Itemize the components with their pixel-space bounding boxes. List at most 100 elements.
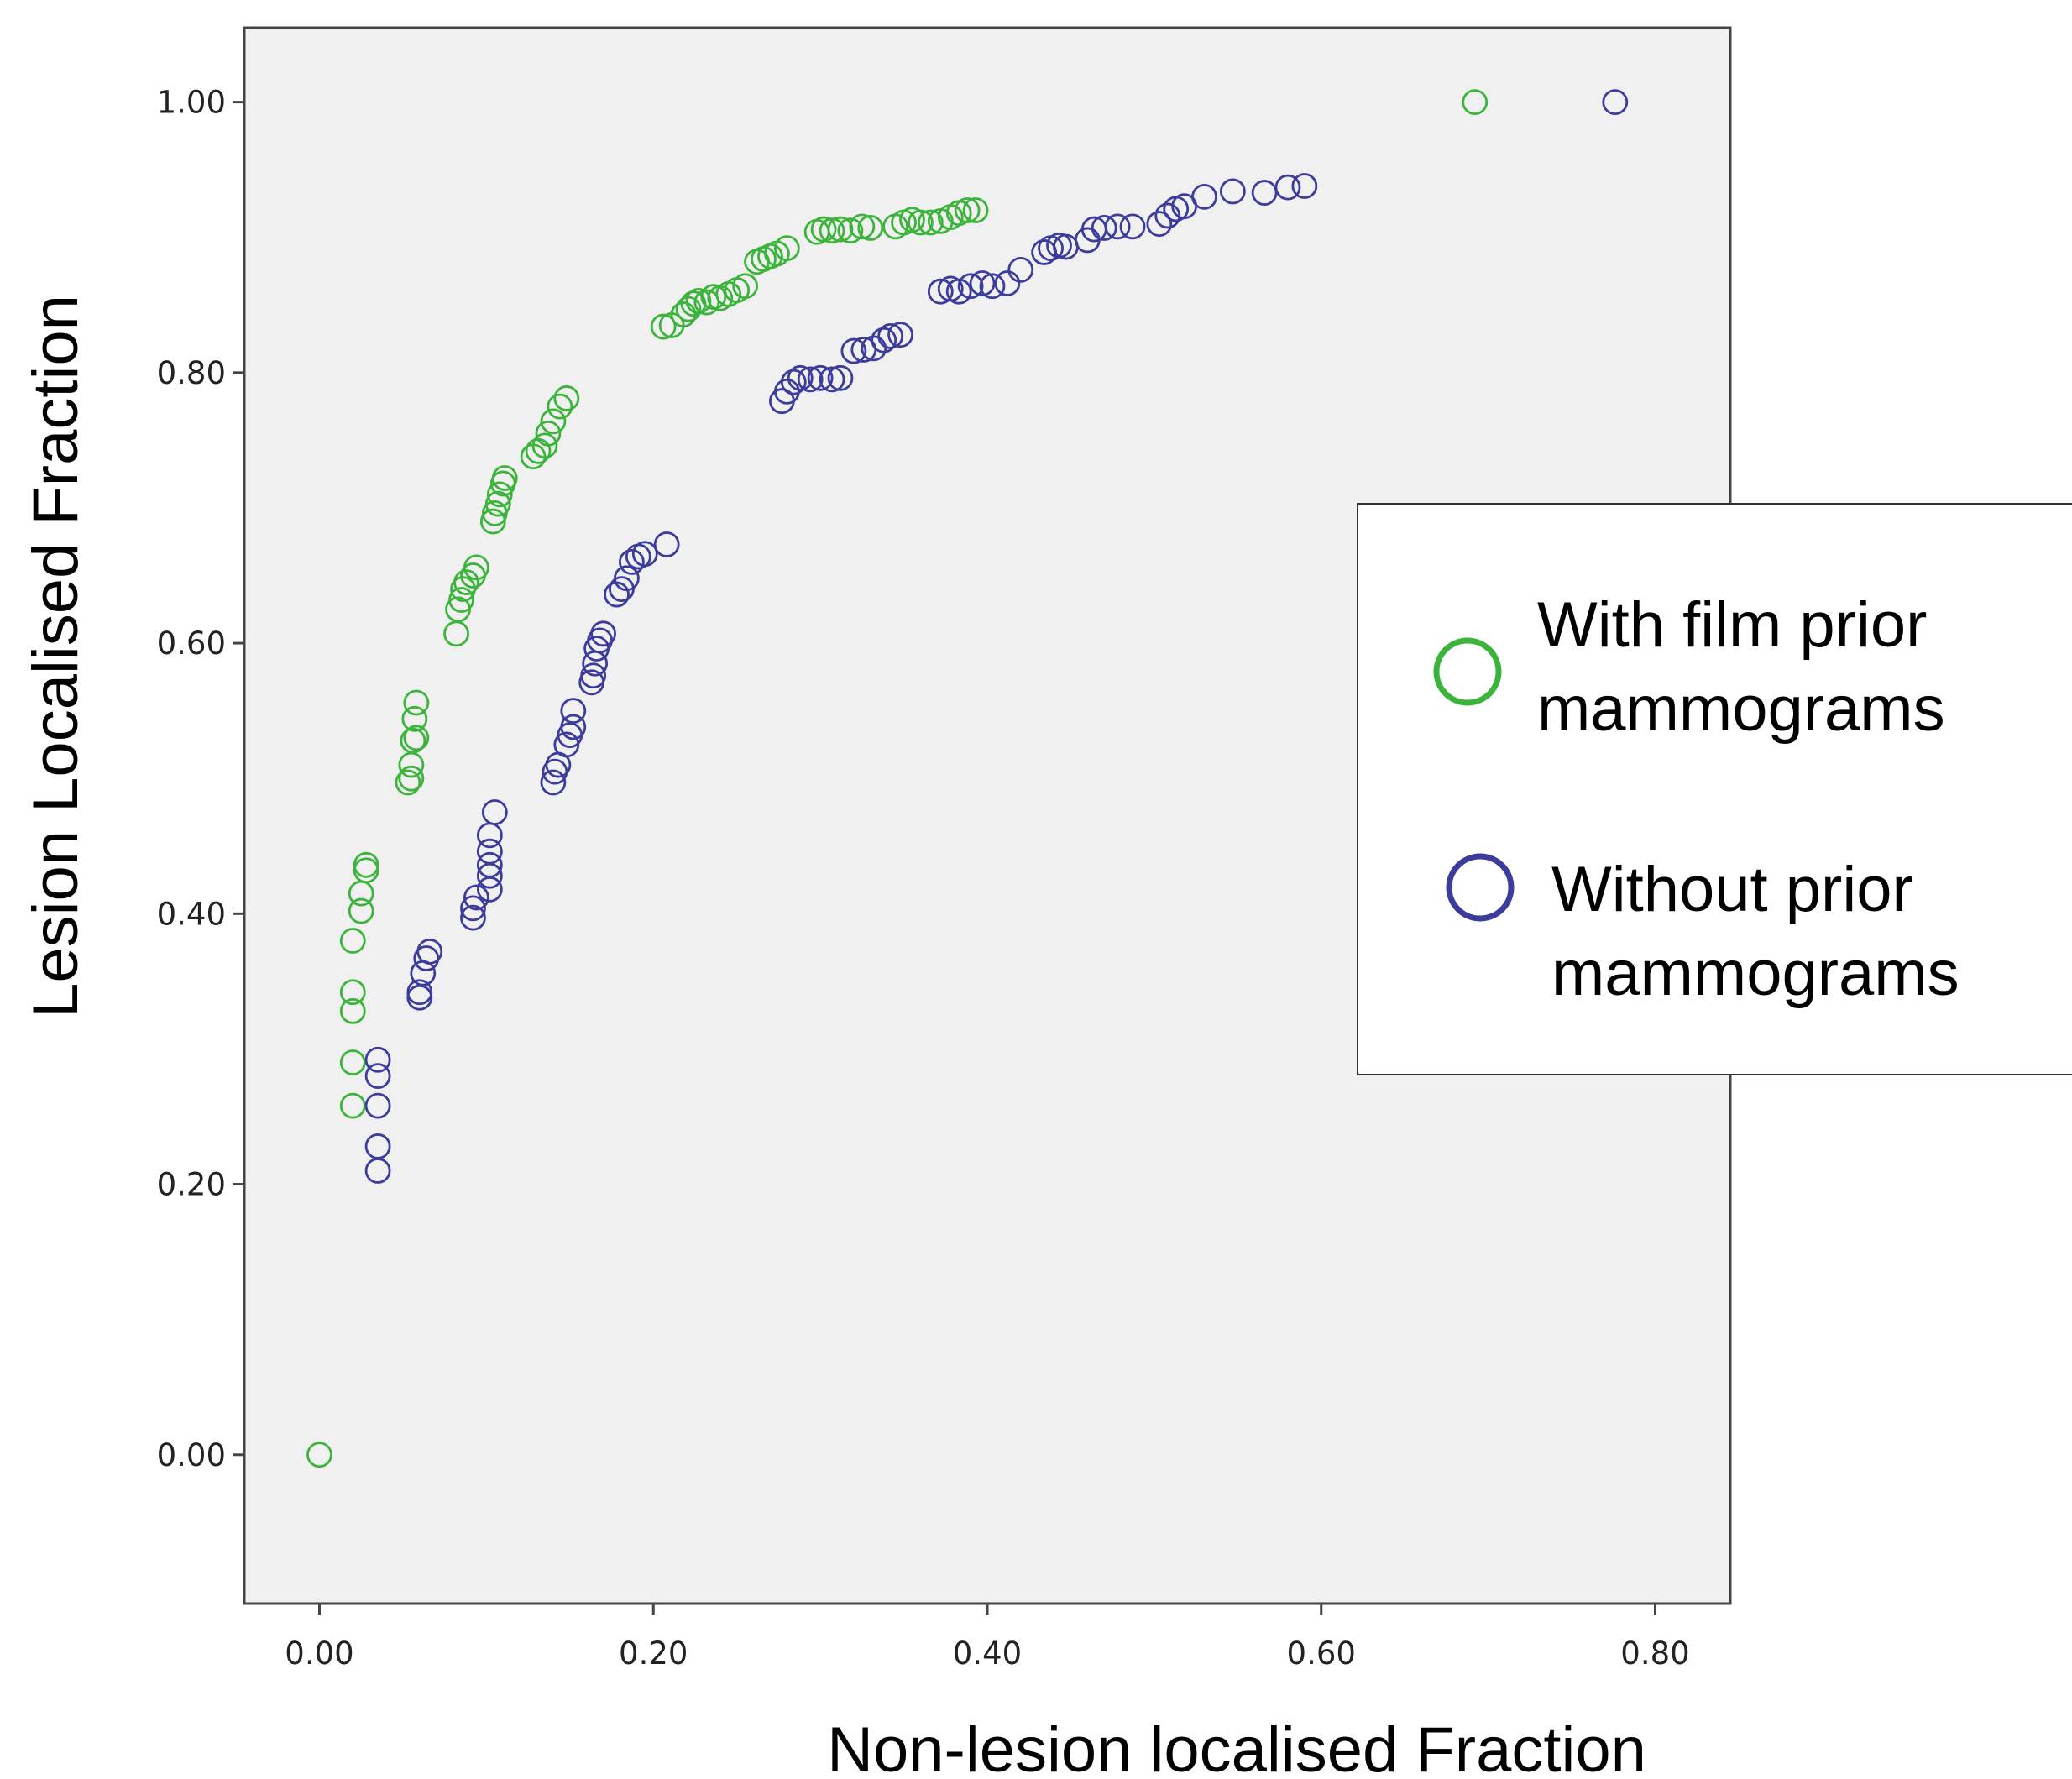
data-point: [481, 799, 508, 825]
y-tick-label: 1.00: [157, 85, 226, 121]
data-point: [306, 1442, 332, 1468]
data-point: [476, 851, 503, 878]
data-point: [1219, 178, 1246, 205]
data-point: [491, 465, 518, 491]
data-point: [339, 1049, 366, 1075]
data-point: [1104, 213, 1131, 240]
data-point: [460, 904, 486, 931]
data-point: [406, 979, 433, 1006]
data-point: [849, 213, 876, 240]
legend-label-with-film-prior-line-1: With film prior: [1537, 589, 1927, 661]
data-point: [553, 385, 580, 411]
y-tick-label: 0.80: [157, 355, 226, 391]
data-point: [339, 997, 366, 1024]
data-point: [1291, 173, 1318, 199]
data-point: [1602, 89, 1629, 116]
data-point: [547, 393, 573, 420]
data-point: [364, 1133, 391, 1159]
data-point: [1191, 183, 1217, 210]
data-point: [1119, 213, 1146, 240]
y-tick-label: 0.40: [157, 896, 226, 932]
legend-item-without-prior: Without prior mammograms: [1446, 853, 1960, 1009]
data-point: [857, 215, 884, 241]
y-tick-label: 0.20: [157, 1167, 226, 1203]
data-point: [819, 217, 845, 244]
data-point: [954, 197, 981, 223]
data-point: [797, 366, 824, 393]
legend: With film prior mammograms Without prior…: [1357, 503, 2072, 1075]
data-point: [631, 541, 658, 568]
y-tick-label: 0.60: [157, 625, 226, 662]
data-point: [476, 838, 503, 865]
data-point: [540, 769, 567, 796]
data-point: [531, 432, 558, 459]
y-axis: 0.00 0.20 0.40 0.60 0.80 1.00: [157, 85, 244, 1473]
x-tick-label: 0.60: [1287, 1635, 1356, 1672]
data-point: [580, 662, 607, 689]
data-point: [416, 939, 443, 965]
data-point: [339, 928, 366, 954]
data-point: [353, 851, 379, 878]
data-point: [535, 420, 562, 447]
x-tick-label: 0.80: [1620, 1635, 1689, 1672]
data-point: [403, 689, 430, 716]
data-point: [398, 765, 425, 792]
data-point: [840, 337, 867, 364]
data-point: [877, 322, 904, 349]
legend-label-without-prior-line-1: Without prior: [1551, 854, 1913, 925]
data-point: [994, 270, 1021, 296]
legend-box: [1357, 503, 2072, 1075]
data-point: [486, 481, 513, 508]
data-point: [403, 725, 430, 751]
data-point: [560, 698, 587, 725]
data-point: [453, 569, 479, 595]
data-point: [650, 313, 677, 340]
data-point: [1091, 215, 1117, 241]
data-point: [780, 369, 807, 395]
data-point: [364, 1063, 391, 1090]
data-point: [484, 490, 511, 517]
y-axis-title: Lesion Localised Fraction: [20, 295, 92, 1018]
x-tick-label: 0.40: [953, 1635, 1022, 1672]
data-point: [339, 1092, 366, 1119]
x-tick-label: 0.20: [619, 1635, 688, 1672]
data-point: [827, 364, 854, 391]
data-point: [962, 197, 989, 223]
x-axis: 0.00 0.20 0.40 0.60 0.80: [285, 1604, 1690, 1672]
data-point: [871, 327, 897, 353]
x-tick-label: 0.00: [285, 1635, 353, 1672]
data-point: [560, 714, 587, 740]
data-point: [1462, 89, 1489, 116]
data-point: [364, 1092, 391, 1119]
data-point: [618, 549, 645, 575]
data-point: [400, 727, 426, 754]
data-point: [837, 217, 864, 244]
legend-marker-blue-circle: [1446, 853, 1515, 922]
data-point: [401, 705, 428, 732]
legend-label-with-film-prior-line-2: mammograms: [1537, 673, 1945, 745]
data-point: [463, 554, 489, 581]
data-point: [969, 270, 996, 296]
legend-label-without-prior-line-2: mammograms: [1551, 938, 1960, 1009]
data-point: [732, 273, 759, 300]
data-point: [819, 366, 845, 393]
data-point: [908, 209, 934, 236]
data-point: [364, 1046, 391, 1073]
data-point: [614, 565, 640, 592]
data-point: [957, 273, 984, 300]
data-point: [348, 897, 374, 924]
data-point: [460, 895, 486, 922]
data-point: [353, 857, 379, 884]
data-point: [887, 322, 913, 348]
legend-item-with-film-prior: With film prior mammograms: [1433, 589, 1945, 745]
y-tick-label: 0.00: [157, 1437, 226, 1473]
data-point: [339, 979, 366, 1006]
data-point: [945, 278, 972, 305]
data-point: [917, 209, 944, 236]
data-point: [395, 769, 421, 796]
data-point: [773, 235, 800, 262]
data-point: [1007, 256, 1034, 283]
legend-marker-green-circle: [1433, 637, 1502, 706]
